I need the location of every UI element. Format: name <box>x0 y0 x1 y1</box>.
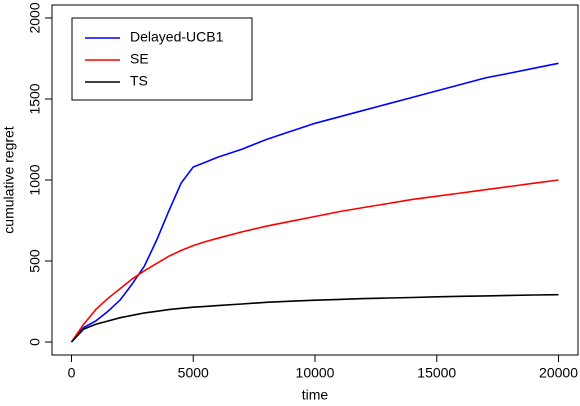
y-tick-label: 2000 <box>27 2 43 33</box>
y-axis-label: cumulative regret <box>1 126 17 233</box>
legend-label: Delayed-UCB1 <box>130 29 224 45</box>
x-axis-label: time <box>302 387 329 403</box>
legend-label: SE <box>130 51 149 67</box>
series-line <box>70 62 559 343</box>
series-line <box>70 293 559 343</box>
x-tick-label: 5000 <box>178 365 209 381</box>
x-tick-label: 10000 <box>296 365 335 381</box>
y-tick-label: 1500 <box>27 83 43 114</box>
x-tick-label: 15000 <box>417 365 456 381</box>
x-tick-label: 20000 <box>539 365 578 381</box>
series-line <box>70 179 559 343</box>
legend-box <box>71 17 253 101</box>
y-tick-label: 1000 <box>27 164 43 195</box>
y-tick-label: 0 <box>27 338 43 346</box>
x-tick-label: 0 <box>68 365 76 381</box>
legend-label: TS <box>130 73 148 89</box>
y-tick-label: 500 <box>27 249 43 273</box>
